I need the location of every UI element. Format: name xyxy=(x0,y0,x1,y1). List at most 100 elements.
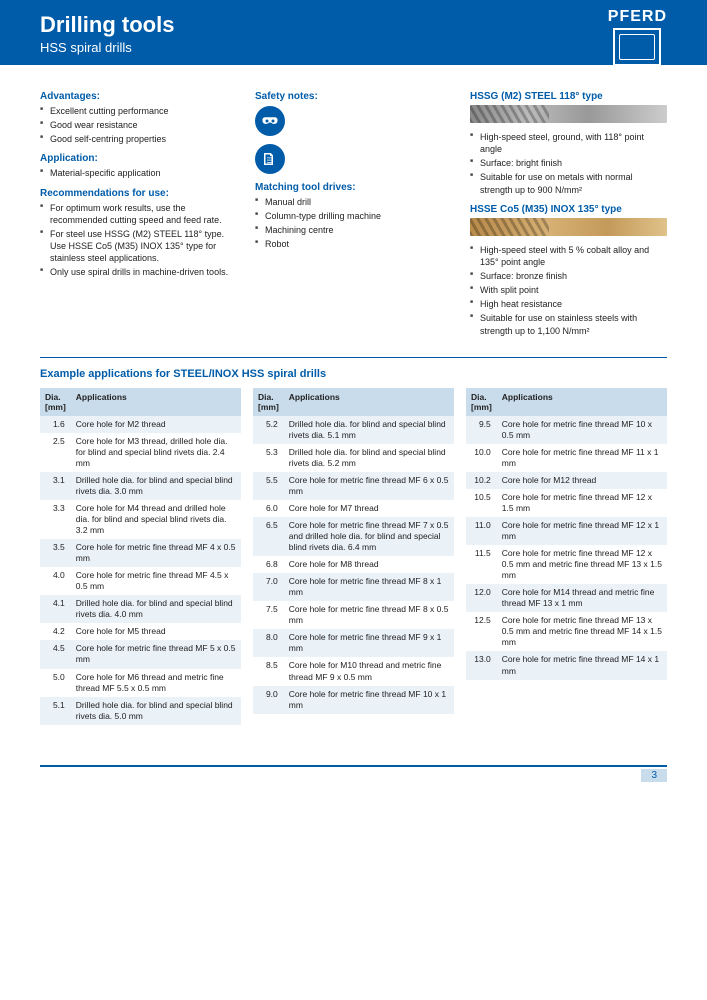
cell-app: Core hole for M12 thread xyxy=(497,472,667,489)
column-advantages: Advantages: Excellent cutting performanc… xyxy=(40,83,237,343)
table-row: 10.5Core hole for metric fine thread MF … xyxy=(466,489,667,517)
cell-app: Core hole for metric fine thread MF 6 x … xyxy=(284,472,454,500)
cell-dia: 6.5 xyxy=(253,517,284,556)
list-item: Machining centre xyxy=(255,224,452,236)
list-item: Material-specific application xyxy=(40,167,237,179)
col-app: Applications xyxy=(71,388,241,416)
table-row: 7.5Core hole for metric fine thread MF 8… xyxy=(253,601,454,629)
cell-dia: 7.5 xyxy=(253,601,284,629)
cell-app: Core hole for metric fine thread MF 13 x… xyxy=(497,612,667,651)
cell-app: Core hole for metric fine thread MF 10 x… xyxy=(497,416,667,444)
list-item: Only use spiral drills in machine-driven… xyxy=(40,266,237,278)
list-item: With split point xyxy=(470,284,667,296)
cell-app: Drilled hole dia. for blind and special … xyxy=(284,444,454,472)
cell-app: Core hole for metric fine thread MF 10 x… xyxy=(284,686,454,714)
cell-dia: 4.2 xyxy=(40,623,71,640)
cell-app: Drilled hole dia. for blind and special … xyxy=(71,697,241,725)
table-row: 6.8Core hole for M8 thread xyxy=(253,556,454,573)
table-row: 8.0Core hole for metric fine thread MF 9… xyxy=(253,629,454,657)
col-app: Applications xyxy=(497,388,667,416)
table-row: 9.5Core hole for metric fine thread MF 1… xyxy=(466,416,667,444)
cell-app: Core hole for metric fine thread MF 9 x … xyxy=(284,629,454,657)
cell-dia: 5.0 xyxy=(40,669,71,697)
list-item: Excellent cutting performance xyxy=(40,105,237,117)
table-row: 12.0Core hole for M14 thread and metric … xyxy=(466,584,667,612)
cell-app: Core hole for M10 thread and metric fine… xyxy=(284,657,454,685)
col-dia: Dia. [mm] xyxy=(253,388,284,416)
cell-dia: 4.1 xyxy=(40,595,71,623)
cell-app: Core hole for metric fine thread MF 5 x … xyxy=(71,640,241,668)
cell-dia: 12.5 xyxy=(466,612,497,651)
page-footer: 3 xyxy=(0,765,707,785)
cell-dia: 2.5 xyxy=(40,433,71,472)
cell-app: Core hole for M14 thread and metric fine… xyxy=(497,584,667,612)
drives-list: Manual drill Column-type drilling machine… xyxy=(255,196,452,251)
list-item: For steel use HSSG (M2) STEEL 118° type.… xyxy=(40,228,237,264)
cell-dia: 13.0 xyxy=(466,651,497,679)
list-item: Good wear resistance xyxy=(40,119,237,131)
type1-list: High-speed steel, ground, with 118° poin… xyxy=(470,131,667,196)
cell-dia: 9.0 xyxy=(253,686,284,714)
list-item: Robot xyxy=(255,238,452,250)
cell-dia: 5.5 xyxy=(253,472,284,500)
table-row: 5.5Core hole for metric fine thread MF 6… xyxy=(253,472,454,500)
cell-app: Drilled hole dia. for blind and special … xyxy=(284,416,454,444)
list-item: Column-type drilling machine xyxy=(255,210,452,222)
brand-logo-icon xyxy=(613,28,661,66)
brand-logo: PFERD xyxy=(608,8,667,66)
table-row: 12.5Core hole for metric fine thread MF … xyxy=(466,612,667,651)
cell-dia: 9.5 xyxy=(466,416,497,444)
cell-app: Core hole for M3 thread, drilled hole di… xyxy=(71,433,241,472)
drives-heading: Matching tool drives: xyxy=(255,182,452,193)
cell-dia: 12.0 xyxy=(466,584,497,612)
advantages-heading: Advantages: xyxy=(40,91,237,102)
cell-dia: 11.5 xyxy=(466,545,497,584)
cell-dia: 11.0 xyxy=(466,517,497,545)
list-item: High-speed steel, ground, with 118° poin… xyxy=(470,131,667,155)
page-number: 3 xyxy=(641,769,667,782)
cell-dia: 10.0 xyxy=(466,444,497,472)
cell-dia: 6.0 xyxy=(253,500,284,517)
manual-icon xyxy=(255,144,285,174)
cell-dia: 4.5 xyxy=(40,640,71,668)
cell-app: Core hole for metric fine thread MF 11 x… xyxy=(497,444,667,472)
table-row: 10.0Core hole for metric fine thread MF … xyxy=(466,444,667,472)
table-row: 4.0Core hole for metric fine thread MF 4… xyxy=(40,567,241,595)
list-item: Manual drill xyxy=(255,196,452,208)
table-row: 6.0Core hole for M7 thread xyxy=(253,500,454,517)
cell-dia: 8.5 xyxy=(253,657,284,685)
cell-app: Core hole for metric fine thread MF 12 x… xyxy=(497,489,667,517)
cell-dia: 3.1 xyxy=(40,472,71,500)
cell-app: Core hole for M7 thread xyxy=(284,500,454,517)
table-row: 5.3Drilled hole dia. for blind and speci… xyxy=(253,444,454,472)
cell-app: Core hole for M6 thread and metric fine … xyxy=(71,669,241,697)
cell-app: Core hole for M5 thread xyxy=(71,623,241,640)
cell-app: Core hole for metric fine thread MF 4.5 … xyxy=(71,567,241,595)
brand-name: PFERD xyxy=(608,8,667,26)
column-types: HSSG (M2) STEEL 118° type High-speed ste… xyxy=(470,83,667,343)
table-row: 7.0Core hole for metric fine thread MF 8… xyxy=(253,573,454,601)
cell-app: Core hole for M4 thread and drilled hole… xyxy=(71,500,241,539)
table-row: 13.0Core hole for metric fine thread MF … xyxy=(466,651,667,679)
list-item: Suitable for use on metals with normal s… xyxy=(470,171,667,195)
list-item: High heat resistance xyxy=(470,298,667,310)
col-app: Applications xyxy=(284,388,454,416)
cell-dia: 5.3 xyxy=(253,444,284,472)
list-item: Good self-centring properties xyxy=(40,133,237,145)
table-row: 8.5Core hole for M10 thread and metric f… xyxy=(253,657,454,685)
cell-dia: 10.5 xyxy=(466,489,497,517)
page-subtitle: HSS spiral drills xyxy=(40,40,667,55)
cell-app: Core hole for metric fine thread MF 7 x … xyxy=(284,517,454,556)
type1-heading: HSSG (M2) STEEL 118° type xyxy=(470,91,667,102)
list-item: Surface: bright finish xyxy=(470,157,667,169)
advantages-list: Excellent cutting performance Good wear r… xyxy=(40,105,237,145)
table-row: 9.0Core hole for metric fine thread MF 1… xyxy=(253,686,454,714)
cell-app: Core hole for M2 thread xyxy=(71,416,241,433)
table-row: 2.5Core hole for M3 thread, drilled hole… xyxy=(40,433,241,472)
drill-steel-image xyxy=(470,105,667,123)
table-row: 4.5Core hole for metric fine thread MF 5… xyxy=(40,640,241,668)
applications-table-2: Dia. [mm]Applications5.2Drilled hole dia… xyxy=(253,388,454,714)
recommendations-heading: Recommendations for use: xyxy=(40,188,237,199)
table-row: 11.5Core hole for metric fine thread MF … xyxy=(466,545,667,584)
table-row: 6.5Core hole for metric fine thread MF 7… xyxy=(253,517,454,556)
